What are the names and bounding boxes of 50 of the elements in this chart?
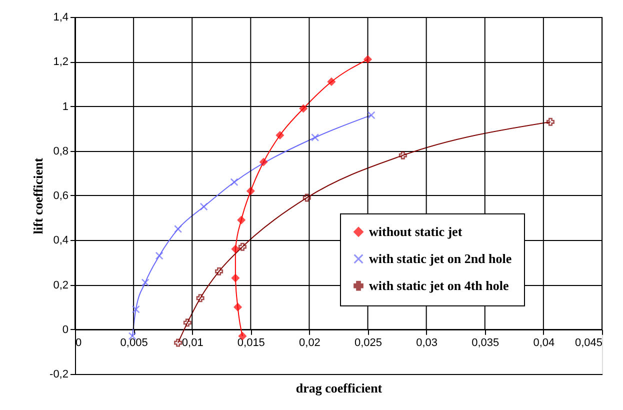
x-tick-label: 0,025 <box>354 336 382 349</box>
x-tick-label: 0,005 <box>120 336 148 349</box>
point <box>174 224 182 233</box>
point <box>398 151 407 160</box>
point <box>237 216 246 224</box>
point <box>183 318 192 327</box>
point <box>299 104 308 112</box>
point <box>215 267 224 276</box>
point <box>246 187 255 196</box>
y-tick-label: 1,2 <box>53 56 68 68</box>
x-tick-label: 0,01 <box>182 336 204 349</box>
y-tick-label: 1 <box>62 100 68 113</box>
y-tick-label: 1,4 <box>53 12 68 24</box>
legend-label: with static jet on 4th hole <box>369 278 509 293</box>
point <box>367 111 376 120</box>
point <box>260 158 268 166</box>
y-tick-label: 0,2 <box>53 279 68 292</box>
y-tick-label: 0,6 <box>53 190 68 202</box>
point <box>155 252 164 260</box>
x-tick-label: 0,04 <box>533 336 555 349</box>
point <box>238 242 246 251</box>
point <box>132 305 140 314</box>
y-tick-label: 0,4 <box>53 234 68 247</box>
point <box>276 131 284 140</box>
legend-label: without static jet <box>369 224 463 239</box>
point <box>174 338 182 347</box>
x-tick-label: 0,03 <box>416 336 438 349</box>
x-tick-label: 0,02 <box>299 336 320 349</box>
point <box>231 274 240 282</box>
point <box>141 278 150 287</box>
point <box>231 245 240 254</box>
point <box>196 294 204 302</box>
point <box>230 178 238 186</box>
y-tick-label: 0,8 <box>53 145 68 158</box>
point <box>364 55 372 64</box>
point <box>546 118 554 126</box>
x-tick-label: 0 <box>76 336 82 349</box>
y-axis-title: lift coefficient <box>30 157 46 234</box>
point <box>327 78 336 86</box>
y-tick-label: -0,2 <box>50 368 68 380</box>
point <box>311 133 320 142</box>
x-tick-label: 0,035 <box>472 336 500 349</box>
legend-label: with static jet on 2nd hole <box>369 250 512 266</box>
x-tick-label: 0,015 <box>237 336 265 349</box>
point <box>200 202 208 211</box>
point <box>234 303 242 312</box>
point <box>302 194 311 202</box>
x-axis-title: drag coefficient <box>296 380 383 396</box>
y-tick-label: 0 <box>62 324 68 336</box>
x-tick-label: 0,045 <box>574 336 602 349</box>
